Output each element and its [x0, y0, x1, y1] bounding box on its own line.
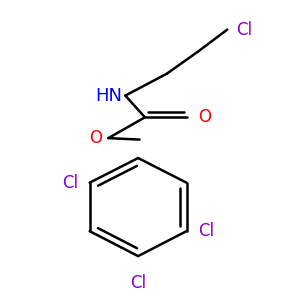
- Text: O: O: [89, 129, 102, 147]
- Text: Cl: Cl: [62, 174, 78, 192]
- Text: O: O: [198, 108, 212, 126]
- Text: HN: HN: [95, 87, 122, 105]
- Text: Cl: Cl: [236, 21, 252, 39]
- Text: Cl: Cl: [198, 222, 214, 240]
- Text: Cl: Cl: [130, 274, 146, 292]
